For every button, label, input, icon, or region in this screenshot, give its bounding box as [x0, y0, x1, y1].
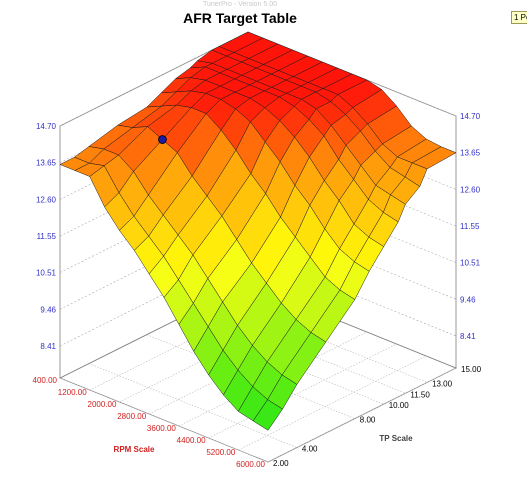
floor-grid-line [88, 363, 298, 448]
z-tick-left: 8.41 [40, 342, 56, 351]
rpm-tick: 6000.00 [236, 460, 265, 469]
selected-cell-group[interactable] [158, 135, 167, 144]
z-tick-right: 11.55 [460, 222, 480, 231]
tp-axis-title: TP Scale [379, 434, 413, 443]
tp-tick: 2.00 [273, 459, 289, 468]
tp-tick: 4.00 [302, 445, 318, 454]
floor-grid-line [267, 367, 457, 463]
tp-tick: 15.00 [461, 365, 482, 374]
z-tick-right: 9.46 [460, 295, 476, 304]
rpm-tick: 3600.00 [147, 424, 176, 433]
tp-tick: 8.00 [360, 416, 376, 425]
tp-tick: 13.00 [432, 379, 453, 388]
point-count-badge: 1 Po [511, 11, 527, 24]
rpm-axis-title: RPM Scale [114, 445, 155, 454]
floor-grid-line [59, 377, 269, 463]
z-tick-right: 14.70 [460, 112, 481, 121]
z-tick-left: 11.55 [37, 232, 57, 241]
tp-tick: 11.50 [410, 390, 430, 399]
surface-mesh[interactable] [59, 31, 457, 431]
rpm-tick: 1200.00 [58, 388, 87, 397]
z-tick-left: 9.46 [40, 305, 56, 314]
z-tick-left: 12.60 [36, 195, 57, 204]
floor-grid-line [208, 343, 397, 439]
floor-grid-line [238, 355, 427, 451]
app-version-text: TunerPro - Version 5.00 [202, 1, 278, 8]
rpm-tick: 2800.00 [117, 412, 146, 421]
selected-cell-marker[interactable] [158, 135, 167, 144]
z-tick-right: 10.51 [460, 259, 481, 268]
z-tick-right: 8.41 [460, 332, 476, 341]
rpm-tick: 4400.00 [177, 436, 206, 445]
rpm-tick: 2000.00 [88, 400, 117, 409]
tp-tick: 10.00 [389, 401, 410, 410]
rpm-tick: 5200.00 [206, 448, 235, 457]
rpm-tick: 400.00 [33, 376, 58, 385]
z-tick-right: 13.65 [460, 149, 481, 158]
axis-ticks: 14.70 14.70 13.65 13.65 12.60 12.60 11.55 11.55… [33, 112, 482, 469]
z-tick-left: 13.65 [36, 159, 57, 168]
z-tick-left: 14.70 [36, 122, 57, 131]
z-tick-left: 10.51 [36, 269, 57, 278]
z-tick-right: 12.60 [460, 185, 481, 194]
chart-title: AFR Target Table [183, 10, 297, 26]
surface-cell[interactable] [252, 399, 283, 431]
